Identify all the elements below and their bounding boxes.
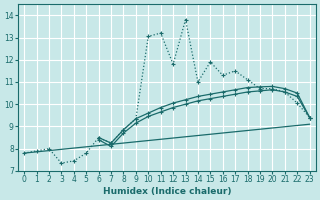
- X-axis label: Humidex (Indice chaleur): Humidex (Indice chaleur): [103, 187, 231, 196]
